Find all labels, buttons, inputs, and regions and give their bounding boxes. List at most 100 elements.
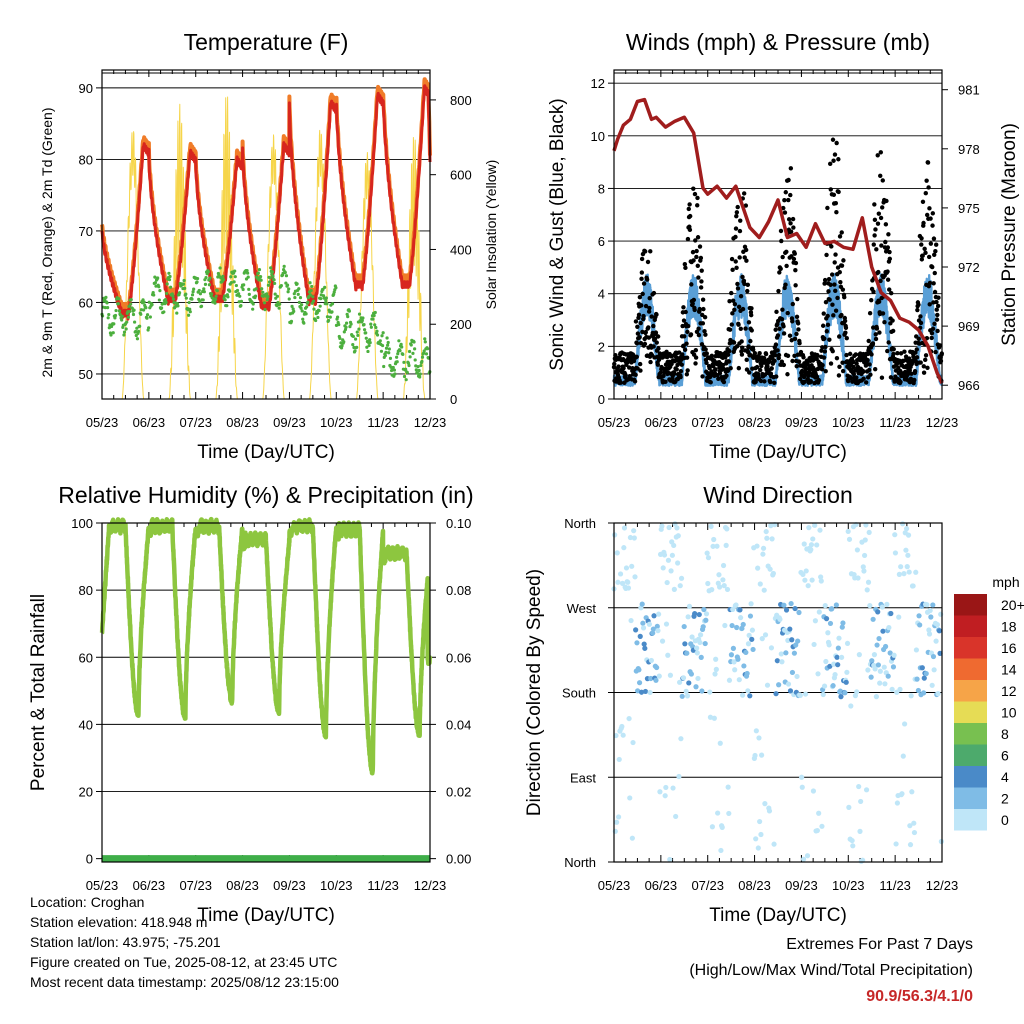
y2-tick-label: 200 [450, 317, 472, 332]
direction-point [671, 542, 677, 549]
gust-point [789, 338, 794, 343]
dewpoint-point [138, 324, 142, 328]
colorbar-swatch [954, 658, 987, 680]
gust-point [929, 335, 934, 341]
direction-point [764, 535, 770, 541]
gust-point [621, 365, 626, 371]
x-tick-label: 12/23 [926, 415, 959, 430]
y-tick-label: 80 [79, 583, 93, 598]
gust-point [645, 259, 651, 265]
gust-point [780, 254, 785, 260]
gust-point [743, 247, 749, 253]
direction-point [631, 535, 637, 541]
dewpoint-point [287, 297, 291, 301]
y-tick-label: East [570, 770, 596, 785]
gust-point [653, 330, 659, 335]
gust-point [873, 227, 878, 232]
gust-point [888, 375, 894, 380]
x-tick-label: 06/23 [645, 878, 678, 893]
direction-point [862, 537, 868, 543]
dewpoint-point [418, 375, 422, 379]
x-tick-label: 10/23 [320, 878, 353, 893]
direction-point [793, 642, 799, 648]
direction-point [863, 787, 870, 793]
direction-point [633, 627, 639, 633]
dewpoint-point [391, 365, 395, 370]
direction-point [891, 652, 897, 658]
gust-point [790, 319, 795, 324]
dewpoint-point [311, 295, 315, 299]
gust-point [702, 328, 707, 334]
gust-point [868, 372, 873, 377]
y2-tick-label: 966 [958, 378, 980, 393]
gust-point [875, 153, 880, 158]
dewpoint-point [275, 294, 280, 298]
gust-point [918, 314, 923, 319]
direction-point [712, 671, 718, 677]
dewpoint-point [362, 322, 366, 327]
direction-point [792, 605, 798, 612]
direction-point [717, 584, 723, 590]
gust-point [695, 203, 700, 208]
dewpoint-point [120, 314, 124, 318]
direction-point [666, 524, 672, 531]
extremes-values: 90.9/56.3/4.1/0 [866, 988, 973, 1005]
gust-point [928, 241, 934, 246]
gust-point [792, 353, 797, 359]
gust-point [727, 348, 732, 354]
y-axis-label: 2m & 9m T (Red, Orange) & 2m Td (Green) [39, 108, 55, 378]
dewpoint-point [422, 349, 426, 353]
dewpoint-point [314, 318, 318, 323]
dewpoint-point [151, 291, 155, 295]
gust-point [736, 322, 741, 327]
y2-tick-label: 0.06 [446, 650, 471, 665]
gust-point [878, 150, 884, 155]
gust-point [781, 324, 786, 329]
direction-point [799, 784, 805, 790]
dewpoint-point [283, 270, 287, 275]
dewpoint-point [327, 318, 331, 323]
gust-point [918, 320, 924, 326]
dewpoint-point [260, 287, 264, 291]
dewpoint-point [324, 298, 328, 303]
gust-point [873, 336, 879, 342]
direction-point [827, 620, 834, 627]
gust-point [781, 331, 787, 336]
direction-point [613, 732, 619, 739]
direction-point [684, 693, 691, 699]
gust-point [682, 334, 687, 339]
dewpoint-point [177, 291, 182, 295]
gust-point [828, 282, 833, 288]
gust-point [928, 216, 933, 221]
direction-point [694, 650, 700, 656]
direction-point [896, 614, 902, 620]
dewpoint-point [271, 274, 275, 278]
x-tick-label: 11/23 [367, 878, 399, 893]
direction-point [887, 650, 893, 656]
dewpoint-point [160, 306, 164, 310]
dewpoint-point [239, 299, 244, 303]
direction-point [735, 656, 741, 662]
direction-point [650, 630, 656, 636]
direction-point [768, 523, 774, 529]
direction-point [739, 625, 745, 632]
gust-point [773, 342, 779, 347]
direction-point [632, 574, 638, 580]
dewpoint-point [299, 306, 303, 310]
direction-point [907, 823, 913, 829]
y2-tick-label: 0.08 [446, 583, 471, 598]
direction-point [901, 571, 907, 577]
gust-point [934, 299, 939, 305]
dewpoint-point [265, 292, 269, 296]
direction-point [701, 606, 707, 613]
direction-point [806, 525, 812, 531]
direction-point [625, 579, 631, 585]
gust-point [684, 355, 690, 360]
direction-point [789, 669, 796, 676]
dewpoint-point [356, 333, 360, 338]
direction-point [634, 640, 640, 646]
gust-point [792, 251, 797, 256]
dewpoint-point [256, 271, 260, 275]
dewpoint-point [400, 345, 404, 349]
dewpoint-point [204, 275, 208, 280]
